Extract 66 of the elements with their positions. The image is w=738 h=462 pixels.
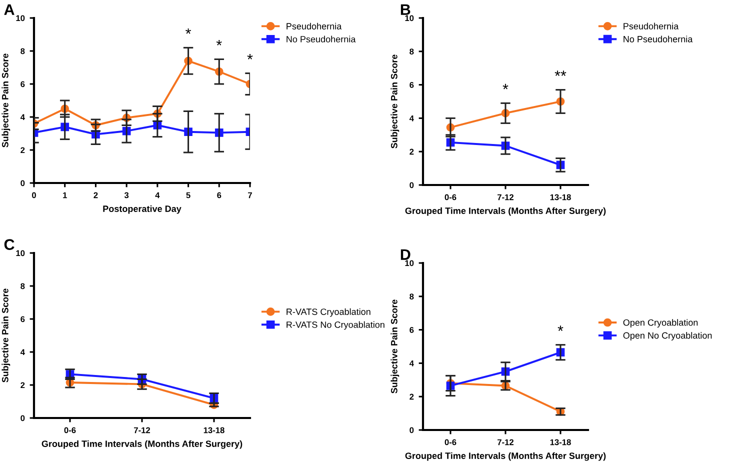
y-axis-title: Subjective Pain Score (2, 54, 10, 148)
y-tick-label: 2 (410, 394, 414, 400)
y-tick-label: 8 (20, 283, 25, 290)
x-tick-label: 1 (63, 192, 67, 198)
x-tick-label: 13-18 (550, 194, 571, 200)
y-tick-label: 4 (409, 115, 414, 122)
y-tick-label: 6 (410, 327, 414, 333)
chart-title: A (4, 4, 14, 15)
y-tick-label: 6 (410, 82, 414, 88)
x-tick-label: 0-6 (64, 427, 76, 434)
y-tick-label: 4 (409, 360, 414, 366)
x-tick-label: 2 (94, 192, 98, 198)
y-axis-title: Subjective Pain Score (390, 54, 400, 148)
x-axis-title: Grouped Time Intervals (Months After Surgery) (405, 452, 606, 461)
annotation: * (216, 40, 222, 46)
legend-label: Pseudohernia (624, 22, 679, 30)
y-tick-label: 2 (410, 148, 414, 155)
legend-label: R-VATS No Cryoablation (286, 321, 384, 330)
y-tick-label: 10 (16, 250, 25, 256)
legend-label: R-VATS Cryoablation (286, 308, 370, 317)
y-tick-label: 2 (20, 147, 25, 154)
chart-title: C (4, 239, 14, 250)
x-tick-label: 3 (124, 192, 129, 198)
annotation: * (186, 28, 192, 34)
y-tick-label: 10 (16, 15, 25, 22)
annotation: * (502, 84, 508, 90)
legend-label: Pseudohernia (286, 22, 342, 30)
x-tick-label: 7 (248, 192, 252, 198)
annotation: ** (554, 70, 566, 76)
y-tick-label: 4 (20, 349, 25, 356)
x-tick-label: 0-6 (444, 439, 456, 446)
x-tick-label: 13-18 (550, 439, 571, 446)
x-tick-label: 7-12 (134, 427, 150, 434)
legend-label: No Pseudohernia (286, 36, 356, 42)
x-tick-label: 0 (32, 192, 36, 198)
y-tick-label: 6 (20, 316, 25, 322)
chart-title: B (400, 4, 410, 15)
y-tick-label: 0 (410, 182, 414, 188)
y-tick-label: 8 (410, 48, 414, 54)
x-tick-label: 4 (155, 192, 160, 198)
x-axis-title: Grouped Time Intervals (Months After Surgery) (405, 207, 606, 216)
x-tick-label: 7-12 (498, 194, 514, 200)
x-tick-label: 7-12 (498, 439, 514, 446)
y-tick-label: 4 (20, 114, 25, 120)
x-tick-label: 0-6 (444, 194, 456, 200)
y-tick-label: 8 (410, 294, 414, 300)
y-tick-label: 0 (20, 415, 25, 422)
y-tick-label: 0 (20, 180, 25, 186)
y-axis-title: Subjective Pain Score (390, 300, 400, 394)
chart-title: D (400, 249, 410, 260)
x-axis-title: Postoperative Day (103, 205, 182, 214)
x-tick-label: 5 (186, 192, 190, 198)
x-tick-label: 6 (217, 192, 222, 198)
y-tick-label: 10 (405, 260, 414, 266)
annotation: * (558, 326, 564, 331)
legend-label: Open Cryoablation (623, 319, 698, 328)
y-tick-label: 2 (20, 382, 25, 388)
legend-label: Open No Cryoablation (623, 332, 712, 340)
y-tick-label: 6 (20, 81, 25, 88)
annotation: * (247, 54, 253, 60)
x-axis-title: Grouped Time Intervals (Months After Surgery) (42, 440, 242, 449)
y-tick-label: 10 (405, 15, 414, 22)
y-tick-label: 8 (20, 48, 25, 54)
y-axis-title: Subjective Pain Score (2, 288, 10, 382)
x-tick-label: 13-18 (204, 427, 224, 434)
legend-label: No Pseudohernia (624, 36, 693, 42)
